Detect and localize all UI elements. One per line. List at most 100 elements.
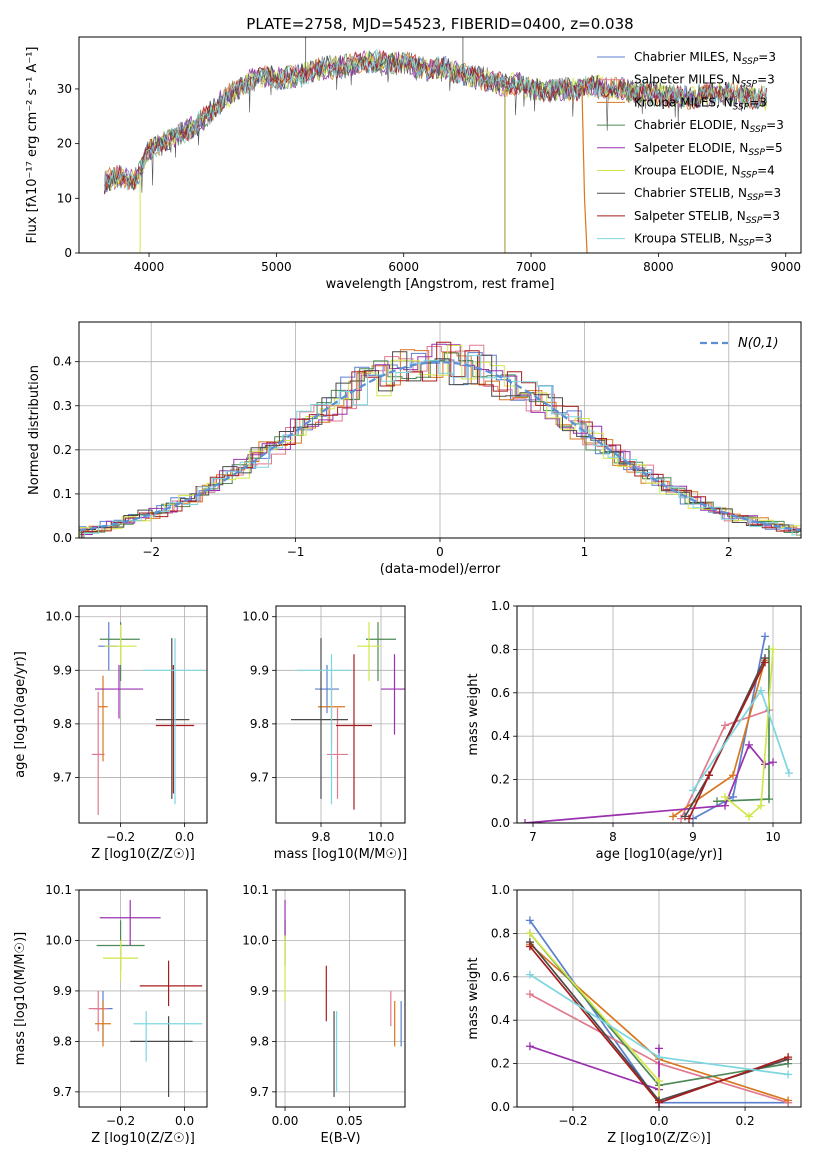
x-axis-label: mass [log10(M/M☉)] xyxy=(274,847,407,862)
x-tick-label: 6000 xyxy=(388,260,419,274)
weight-marker xyxy=(655,1076,663,1085)
y-tick-label: 10.0 xyxy=(242,933,269,947)
weight-marker xyxy=(757,801,765,810)
y-tick-label: 20 xyxy=(57,137,72,151)
weight-marker xyxy=(525,1042,534,1051)
x-tick-label: 9 xyxy=(689,830,697,844)
x-tick-label: 7000 xyxy=(516,260,547,274)
weight-marker xyxy=(525,942,534,951)
x-axis-label: Z [log10(Z/Z☉)] xyxy=(607,1131,711,1146)
x-tick-label: 5000 xyxy=(261,260,292,274)
y-tick-label: 10 xyxy=(57,191,72,205)
y-tick-label: 0.0 xyxy=(53,531,72,545)
residual-histogram xyxy=(79,349,801,536)
x-tick-label: 0.00 xyxy=(272,1114,299,1128)
weight-marker xyxy=(525,916,534,925)
residual-histogram xyxy=(79,352,801,532)
legend-label: Salpeter STELIB, NSSP=3 xyxy=(634,209,780,226)
weight-marker xyxy=(721,721,729,730)
axes-frame xyxy=(516,889,802,1108)
legend-label: Salpeter MILES, NSSP=3 xyxy=(634,73,775,90)
legend-label: Salpeter ELODIE, NSSP=5 xyxy=(634,141,783,158)
plot-area xyxy=(284,900,402,1097)
residual-histogram xyxy=(79,344,801,532)
residual-histogram xyxy=(84,355,801,538)
plot-area xyxy=(91,622,204,815)
x-tick-label: 10.0 xyxy=(368,830,395,844)
y-tick-label: 9.9 xyxy=(250,663,269,677)
age-vs-metallicity-panel: −0.2 0.0 9.7 9.8 9.9 10.0 Z [log10(Z/Z☉)] age [… xyxy=(13,605,208,862)
x-tick-label: −0.2 xyxy=(106,1114,135,1128)
axes-frame xyxy=(275,889,406,1108)
weight-series xyxy=(692,636,766,820)
y-axis-label: Normed distribution xyxy=(27,365,42,495)
model-spectrum xyxy=(104,48,767,191)
y-tick-label: 9.7 xyxy=(53,770,72,784)
x-tick-label: 9000 xyxy=(770,260,801,274)
legend-label: N(0,1) xyxy=(738,336,779,351)
y-axis-label: mass [log10(M/M☉)] xyxy=(13,932,28,1065)
y-tick-label: 1.0 xyxy=(491,599,510,613)
y-tick-label: 9.8 xyxy=(53,1034,72,1048)
weight-series xyxy=(724,649,774,818)
x-axis-label: (data-model)/error xyxy=(380,562,501,577)
weight-marker xyxy=(525,929,534,938)
mass-vs-metallicity-panel: −0.2 0.0 9.7 9.8 9.9 10.0 10.1 Z [log10(Z/Z☉)] m… xyxy=(13,883,208,1146)
weight-vs-age-panel: 7 8 9 10 0.0 0.2 0.4 0.6 0.8 1.0 age [log10(age/yr… xyxy=(466,599,802,862)
weight-marker xyxy=(689,786,697,795)
x-tick-label: 10 xyxy=(765,830,780,844)
y-tick-label: 0.4 xyxy=(53,355,72,369)
legend-label: Chabrier MILES, NSSP=3 xyxy=(634,50,776,67)
weight-marker xyxy=(765,795,773,804)
axes-frame xyxy=(275,605,406,824)
y-tick-label: 10.0 xyxy=(242,610,269,624)
weight-marker xyxy=(669,812,677,821)
y-tick-label: 1.0 xyxy=(491,883,510,897)
y-tick-label: 10.1 xyxy=(242,883,269,897)
weight-marker xyxy=(745,740,753,749)
weight-marker xyxy=(769,758,777,767)
y-tick-label: 0.0 xyxy=(491,1100,510,1114)
legend-label: Chabrier STELIB, NSSP=3 xyxy=(634,186,781,203)
legend-label: Chabrier ELODIE, NSSP=3 xyxy=(634,118,784,135)
age-vs-mass-panel: 9.8 10.0 9.7 9.8 9.9 10.0 mass [log10(M/M☉)] xyxy=(242,605,407,862)
axes-frame xyxy=(78,889,208,1108)
y-tick-label: 0.4 xyxy=(491,729,510,743)
weight-marker xyxy=(745,812,753,821)
x-tick-label: 0.0 xyxy=(175,830,194,844)
weight-series xyxy=(684,657,766,817)
x-axis-label: wavelength [Angstrom, rest frame] xyxy=(326,277,555,292)
x-tick-label: 4000 xyxy=(134,260,165,274)
weight-vs-metallicity-panel: −0.2 0.0 0.2 0.0 0.2 0.4 0.6 0.8 1.0 Z [log10(Z/Z… xyxy=(466,883,802,1146)
plot-area xyxy=(104,37,767,253)
x-tick-label: 1 xyxy=(581,545,589,559)
weight-marker xyxy=(761,658,769,667)
y-tick-label: 10.0 xyxy=(45,933,72,947)
x-tick-label: 0.2 xyxy=(736,1114,755,1128)
axes-frame xyxy=(78,36,802,254)
y-tick-label: 0.4 xyxy=(491,1013,510,1027)
y-axis-label: age [log10(age/yr)] xyxy=(13,651,28,778)
y-tick-label: 30 xyxy=(57,82,72,96)
weight-marker xyxy=(784,1053,793,1062)
x-axis-label: Z [log10(Z/Z☉)] xyxy=(91,847,195,862)
x-tick-label: 0 xyxy=(436,545,444,559)
x-tick-label: 0.0 xyxy=(649,1114,668,1128)
weight-marker xyxy=(784,1096,793,1105)
model-spectrum xyxy=(104,50,767,195)
x-tick-label: −0.2 xyxy=(106,830,135,844)
x-tick-label: 0.05 xyxy=(336,1114,363,1128)
y-axis-label: mass weight xyxy=(466,957,481,1039)
y-tick-label: 0.3 xyxy=(53,399,72,413)
x-tick-label: 8 xyxy=(609,830,617,844)
y-tick-label: 0.2 xyxy=(53,443,72,457)
weight-marker xyxy=(784,1070,793,1079)
y-tick-label: 10.1 xyxy=(45,883,72,897)
x-tick-label: −2 xyxy=(142,545,160,559)
x-axis-label: E(B-V) xyxy=(320,1131,360,1146)
weight-marker xyxy=(785,769,793,778)
y-tick-label: 10.0 xyxy=(45,610,72,624)
y-tick-label: 9.7 xyxy=(250,1085,269,1099)
x-tick-label: 2 xyxy=(725,545,733,559)
spectrum-title: PLATE=2758, MJD=54523, FIBERID=0400, z=0… xyxy=(246,15,633,33)
